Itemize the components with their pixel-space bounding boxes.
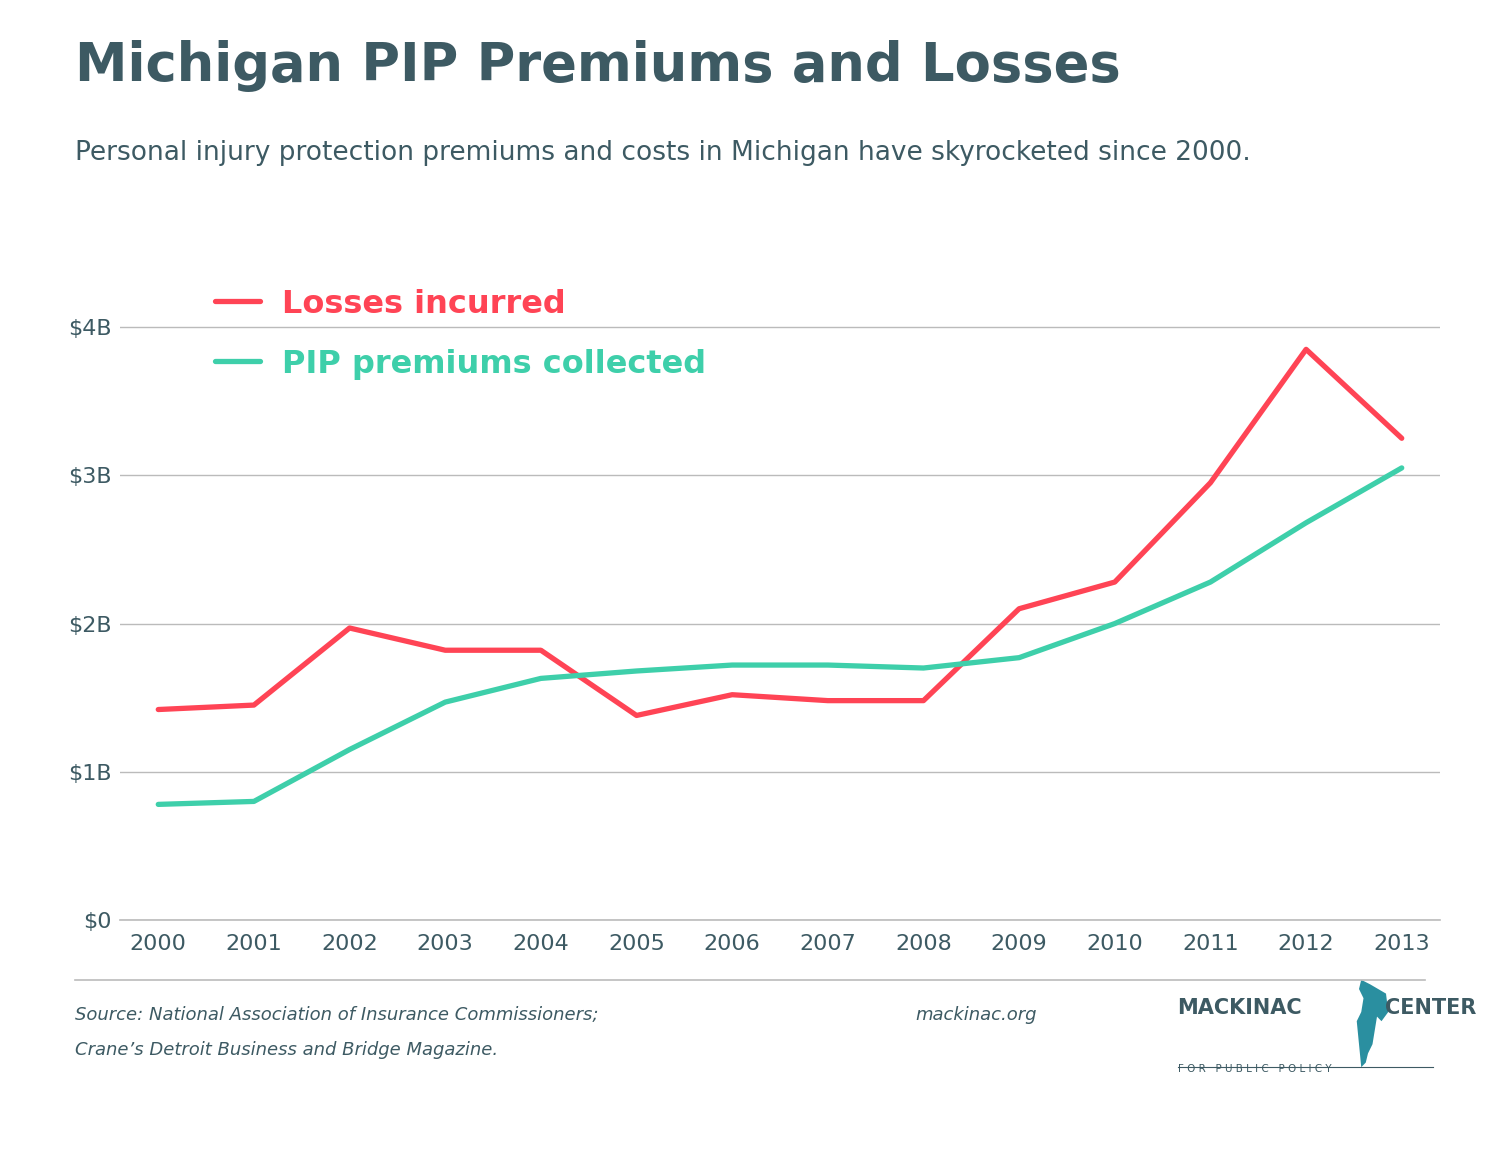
Polygon shape — [1356, 980, 1389, 1067]
Text: F O R   P U B L I C   P O L I C Y: F O R P U B L I C P O L I C Y — [1178, 1064, 1330, 1074]
Text: Crane’s Detroit Business and Bridge Magazine.: Crane’s Detroit Business and Bridge Maga… — [75, 1041, 498, 1059]
Text: MACKINAC: MACKINAC — [1178, 998, 1302, 1018]
Legend: Losses incurred, PIP premiums collected: Losses incurred, PIP premiums collected — [214, 289, 706, 380]
Text: CENTER: CENTER — [1384, 998, 1476, 1018]
Text: Personal injury protection premiums and costs in Michigan have skyrocketed since: Personal injury protection premiums and … — [75, 140, 1251, 167]
Text: Michigan PIP Premiums and Losses: Michigan PIP Premiums and Losses — [75, 40, 1120, 92]
Text: Source: National Association of Insurance Commissioners;: Source: National Association of Insuranc… — [75, 1006, 598, 1025]
Text: mackinac.org: mackinac.org — [915, 1006, 1036, 1025]
